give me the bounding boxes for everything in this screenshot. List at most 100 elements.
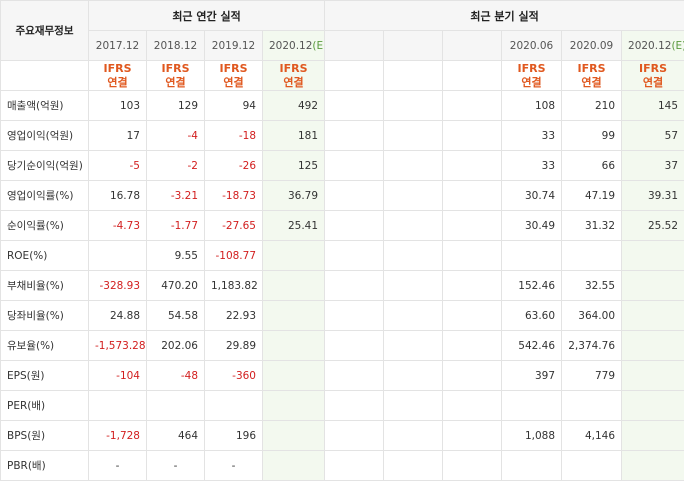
value-cell: 99: [562, 121, 622, 151]
value-cell: -108.77: [205, 241, 263, 271]
value-cell: [622, 241, 684, 271]
ifrs-label: IFRS: [211, 62, 256, 76]
row-label: EPS(원): [1, 361, 89, 391]
value-cell: [384, 211, 443, 241]
value-cell: -360: [205, 361, 263, 391]
value-cell: [443, 421, 502, 451]
value-cell: 31.32: [562, 211, 622, 241]
row-label: PER(배): [1, 391, 89, 421]
value-cell: -3.21: [147, 181, 205, 211]
value-cell: 129: [147, 91, 205, 121]
period-header: 2019.12: [205, 31, 263, 61]
value-cell: [443, 241, 502, 271]
value-cell: [443, 391, 502, 421]
value-cell: [325, 301, 384, 331]
ifrs-sub: 연결: [95, 76, 140, 90]
value-cell: -4: [147, 121, 205, 151]
period-header: [325, 31, 384, 61]
value-cell: 542.46: [502, 331, 562, 361]
value-cell: -1,573.28: [89, 331, 147, 361]
value-cell: 57: [622, 121, 684, 151]
value-cell: 145: [622, 91, 684, 121]
value-cell: [384, 271, 443, 301]
value-cell: -328.93: [89, 271, 147, 301]
value-cell: [263, 301, 325, 331]
value-cell: 9.55: [147, 241, 205, 271]
estimate-mark: (E): [671, 40, 684, 52]
ifrs-sub: 연결: [153, 76, 198, 90]
ifrs-cell: [384, 61, 443, 91]
value-cell: [384, 391, 443, 421]
value-cell: 33: [502, 151, 562, 181]
table-row: PBR(배)---: [1, 451, 684, 481]
value-cell: [325, 121, 384, 151]
value-cell: 25.41: [263, 211, 325, 241]
value-cell: 202.06: [147, 331, 205, 361]
annual-title: 최근 연간 실적: [89, 1, 325, 31]
value-cell: -1.77: [147, 211, 205, 241]
period-header: [384, 31, 443, 61]
ifrs-cell: [325, 61, 384, 91]
value-cell: [622, 301, 684, 331]
value-cell: [384, 121, 443, 151]
row-label: 영업이익률(%): [1, 181, 89, 211]
value-cell: [325, 151, 384, 181]
row-label: 순이익률(%): [1, 211, 89, 241]
ifrs-label: IFRS: [508, 62, 555, 76]
value-cell: [205, 391, 263, 421]
value-cell: [443, 151, 502, 181]
value-cell: [263, 391, 325, 421]
value-cell: [502, 241, 562, 271]
value-cell: 108: [502, 91, 562, 121]
value-cell: [502, 391, 562, 421]
ifrs-label: IFRS: [153, 62, 198, 76]
value-cell: [263, 241, 325, 271]
value-cell: [89, 391, 147, 421]
value-cell: [622, 331, 684, 361]
value-cell: 397: [502, 361, 562, 391]
value-cell: 22.93: [205, 301, 263, 331]
value-cell: 196: [205, 421, 263, 451]
value-cell: [562, 241, 622, 271]
value-cell: 37: [622, 151, 684, 181]
value-cell: -18: [205, 121, 263, 151]
value-cell: 4,146: [562, 421, 622, 451]
table-row: PER(배): [1, 391, 684, 421]
period-header: 2020.09: [562, 31, 622, 61]
value-cell: [263, 451, 325, 481]
value-cell: [443, 211, 502, 241]
value-cell: 30.49: [502, 211, 562, 241]
value-cell: 17: [89, 121, 147, 151]
value-cell: 1,088: [502, 421, 562, 451]
value-cell: 24.88: [89, 301, 147, 331]
value-cell: -18.73: [205, 181, 263, 211]
value-cell: [622, 421, 684, 451]
value-cell: 33: [502, 121, 562, 151]
value-cell: [325, 421, 384, 451]
value-cell: [443, 361, 502, 391]
period-header: 2020.12(E): [263, 31, 325, 61]
value-cell: 47.19: [562, 181, 622, 211]
value-cell: -26: [205, 151, 263, 181]
value-cell: [263, 331, 325, 361]
value-cell: -: [147, 451, 205, 481]
value-cell: [325, 241, 384, 271]
estimate-mark: (E): [312, 40, 324, 52]
ifrs-label: IFRS: [628, 62, 678, 76]
value-cell: [502, 451, 562, 481]
quarter-title: 최근 분기 실적: [325, 1, 684, 31]
ifrs-sub: 연결: [269, 76, 318, 90]
value-cell: 103: [89, 91, 147, 121]
period-header: 2020.06: [502, 31, 562, 61]
ifrs-sub: 연결: [508, 76, 555, 90]
